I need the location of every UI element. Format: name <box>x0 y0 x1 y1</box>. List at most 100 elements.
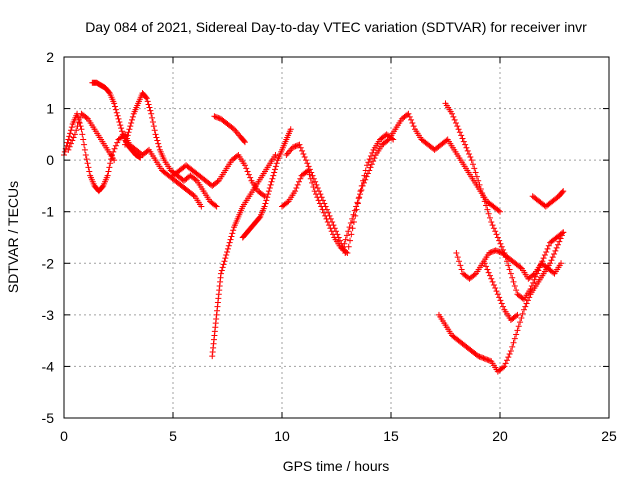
series-sat-c <box>122 90 220 210</box>
data-point <box>509 343 516 350</box>
data-point <box>480 194 487 201</box>
chart-title: Day 084 of 2021, Sidereal Day-to-day VTE… <box>85 19 587 35</box>
data-point <box>105 89 112 96</box>
series-sat-i <box>279 131 397 256</box>
data-point <box>506 266 513 273</box>
data-point <box>350 211 357 218</box>
data-point <box>247 174 254 181</box>
data-point <box>233 129 240 136</box>
series-sat-b <box>89 79 144 161</box>
data-point <box>283 151 290 158</box>
y-tick-label: 1 <box>46 101 54 117</box>
data-point <box>531 276 538 283</box>
data-point <box>223 252 230 259</box>
data-point <box>353 203 360 210</box>
data-point <box>486 249 493 256</box>
data-point <box>66 143 73 150</box>
data-point <box>483 263 490 270</box>
data-point <box>266 184 273 191</box>
x-tick-label: 15 <box>383 428 399 444</box>
data-point <box>481 260 488 267</box>
data-point <box>486 214 493 221</box>
data-point <box>150 123 157 130</box>
data-point <box>554 241 561 248</box>
data-point <box>112 103 119 110</box>
data-point <box>548 257 555 264</box>
data-point <box>294 181 301 188</box>
data-point <box>480 355 487 362</box>
data-point <box>351 207 358 214</box>
data-point <box>514 311 521 318</box>
data-point <box>500 364 507 371</box>
data-point <box>285 148 292 155</box>
data-point <box>490 225 497 232</box>
data-point <box>297 175 304 182</box>
data-point <box>530 279 537 286</box>
data-point <box>314 184 321 191</box>
data-point <box>452 120 459 127</box>
data-point <box>481 198 488 205</box>
y-tick-label: -3 <box>42 307 55 323</box>
data-point <box>506 351 513 358</box>
data-point <box>545 242 552 249</box>
data-point <box>155 140 162 147</box>
data-point <box>148 110 155 117</box>
data-point <box>229 230 236 237</box>
data-point <box>229 125 236 132</box>
data-point <box>468 157 475 164</box>
data-point <box>355 195 362 202</box>
data-point <box>118 128 125 135</box>
data-point <box>559 189 566 196</box>
data-point <box>305 163 312 170</box>
data-point <box>309 179 316 186</box>
data-point <box>489 278 496 285</box>
data-point <box>486 357 493 364</box>
data-point <box>82 151 89 158</box>
data-point <box>450 113 457 120</box>
data-point <box>219 264 226 271</box>
data-point <box>493 288 500 295</box>
data-point <box>243 165 250 172</box>
data-point <box>190 192 197 199</box>
data-point <box>76 120 83 127</box>
data-point <box>65 146 72 153</box>
data-point <box>488 248 495 255</box>
data-point <box>505 354 512 361</box>
data-point <box>287 126 294 133</box>
data-point <box>507 270 514 277</box>
data-point <box>477 354 484 361</box>
data-point <box>228 233 235 240</box>
x-tick-label: 10 <box>274 428 290 444</box>
data-point <box>501 363 508 370</box>
data-point <box>362 176 369 183</box>
data-point <box>221 258 228 265</box>
data-point <box>291 143 298 150</box>
data-point <box>341 240 348 247</box>
data-point <box>192 176 199 183</box>
data-point <box>73 127 80 134</box>
data-point <box>507 347 514 354</box>
data-point <box>68 124 75 131</box>
data-point <box>366 167 373 174</box>
data-point <box>293 142 300 149</box>
data-point <box>343 232 350 239</box>
data-point <box>469 161 476 168</box>
data-point <box>77 114 84 121</box>
data-point <box>302 157 309 164</box>
data-point <box>144 147 151 154</box>
data-point <box>370 158 377 165</box>
data-point <box>497 240 504 247</box>
data-point <box>496 237 503 244</box>
data-point <box>511 282 518 289</box>
data-point <box>289 144 296 151</box>
data-point <box>473 173 480 180</box>
data-point <box>113 109 120 116</box>
data-point <box>541 252 548 259</box>
data-point <box>293 184 300 191</box>
data-point <box>112 106 119 113</box>
data-point <box>301 154 308 161</box>
data-point <box>306 166 313 173</box>
data-point <box>272 166 279 173</box>
data-point <box>490 281 497 288</box>
data-point <box>310 175 317 182</box>
